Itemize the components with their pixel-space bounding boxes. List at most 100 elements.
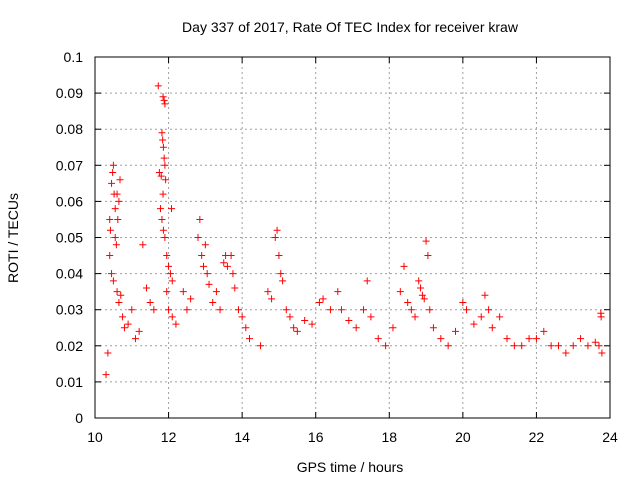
data-point (422, 237, 430, 245)
data-point (411, 313, 419, 321)
data-point (146, 298, 154, 306)
plot-frame (94, 56, 611, 419)
y-tick-label: 0 (75, 410, 83, 426)
y-tick-label: 0.06 (56, 193, 83, 209)
data-point (209, 298, 217, 306)
data-point (115, 197, 123, 205)
data-point (279, 277, 287, 285)
data-point (532, 335, 540, 343)
data-point (165, 306, 173, 314)
data-point (418, 291, 426, 299)
data-point (216, 306, 224, 314)
data-point (360, 306, 368, 314)
data-point (120, 324, 128, 332)
data-point (463, 306, 471, 314)
y-tick-label: 0.07 (56, 157, 83, 173)
data-point (159, 143, 167, 151)
data-point (203, 270, 211, 278)
data-point (319, 295, 327, 303)
data-point (124, 320, 132, 328)
data-point (158, 215, 166, 223)
data-point (159, 93, 167, 101)
data-point (111, 234, 119, 241)
data-point (555, 342, 562, 350)
data-point (488, 324, 496, 332)
data-point (424, 252, 432, 260)
data-point (518, 342, 526, 350)
data-point (179, 288, 187, 296)
x-tick-label: 20 (455, 429, 471, 445)
data-point (159, 136, 167, 144)
data-point (238, 313, 246, 321)
data-point (584, 342, 592, 350)
data-point (201, 241, 209, 249)
data-point (315, 298, 323, 306)
data-point (160, 154, 168, 162)
data-point (496, 313, 504, 321)
data-point (183, 306, 191, 314)
data-point (277, 270, 285, 278)
data-point (165, 262, 173, 270)
data-point (374, 335, 382, 343)
data-point (437, 335, 445, 343)
grid-lines (95, 57, 610, 418)
y-tick-label: 0.02 (56, 338, 83, 354)
data-point (109, 277, 117, 285)
data-point (112, 241, 120, 249)
data-point (143, 284, 150, 292)
data-point (117, 291, 125, 299)
data-point (525, 335, 533, 343)
data-point (444, 342, 452, 350)
data-point (159, 226, 167, 234)
data-point (229, 270, 237, 278)
data-point (426, 306, 434, 314)
data-point (160, 96, 168, 104)
data-point (115, 298, 123, 306)
data-point (367, 313, 375, 321)
data-point (108, 270, 116, 278)
x-tick-label: 10 (87, 429, 103, 445)
y-tick-label: 0.03 (56, 302, 83, 318)
data-point (104, 349, 112, 357)
data-point (161, 234, 169, 241)
data-point (109, 161, 117, 169)
data-point (139, 241, 147, 249)
data-point (271, 234, 279, 241)
data-point (227, 252, 235, 260)
data-point (597, 313, 605, 321)
data-point (429, 324, 437, 332)
data-point (481, 291, 489, 299)
data-point (106, 252, 114, 260)
data-point (198, 252, 206, 260)
x-tick-label: 22 (529, 429, 545, 445)
data-point (275, 252, 283, 260)
data-point (415, 277, 423, 285)
chart-title: Day 337 of 2017, Rate Of TEC Index for r… (182, 19, 519, 35)
data-point (352, 324, 360, 332)
data-point (223, 262, 231, 270)
y-axis-title: ROTI / TECUs (5, 193, 21, 283)
data-point (172, 320, 180, 328)
data-point (114, 215, 122, 223)
data-point (157, 172, 165, 180)
data-point (113, 190, 121, 198)
data-point (485, 306, 493, 314)
data-point (282, 306, 290, 314)
data-point (161, 100, 169, 108)
data-point (598, 349, 606, 357)
data-point (168, 313, 176, 321)
data-point (396, 288, 404, 296)
data-point (116, 176, 124, 184)
data-point (168, 205, 176, 213)
data-point (154, 82, 162, 90)
x-tick-label: 14 (234, 429, 250, 445)
data-point (400, 262, 408, 270)
data-point (106, 226, 114, 234)
data-point (404, 298, 412, 306)
data-point (591, 338, 599, 346)
data-point (268, 295, 276, 303)
data-point (459, 298, 467, 306)
axis-ticks (94, 56, 611, 419)
data-point (452, 327, 459, 335)
data-point (389, 324, 397, 332)
